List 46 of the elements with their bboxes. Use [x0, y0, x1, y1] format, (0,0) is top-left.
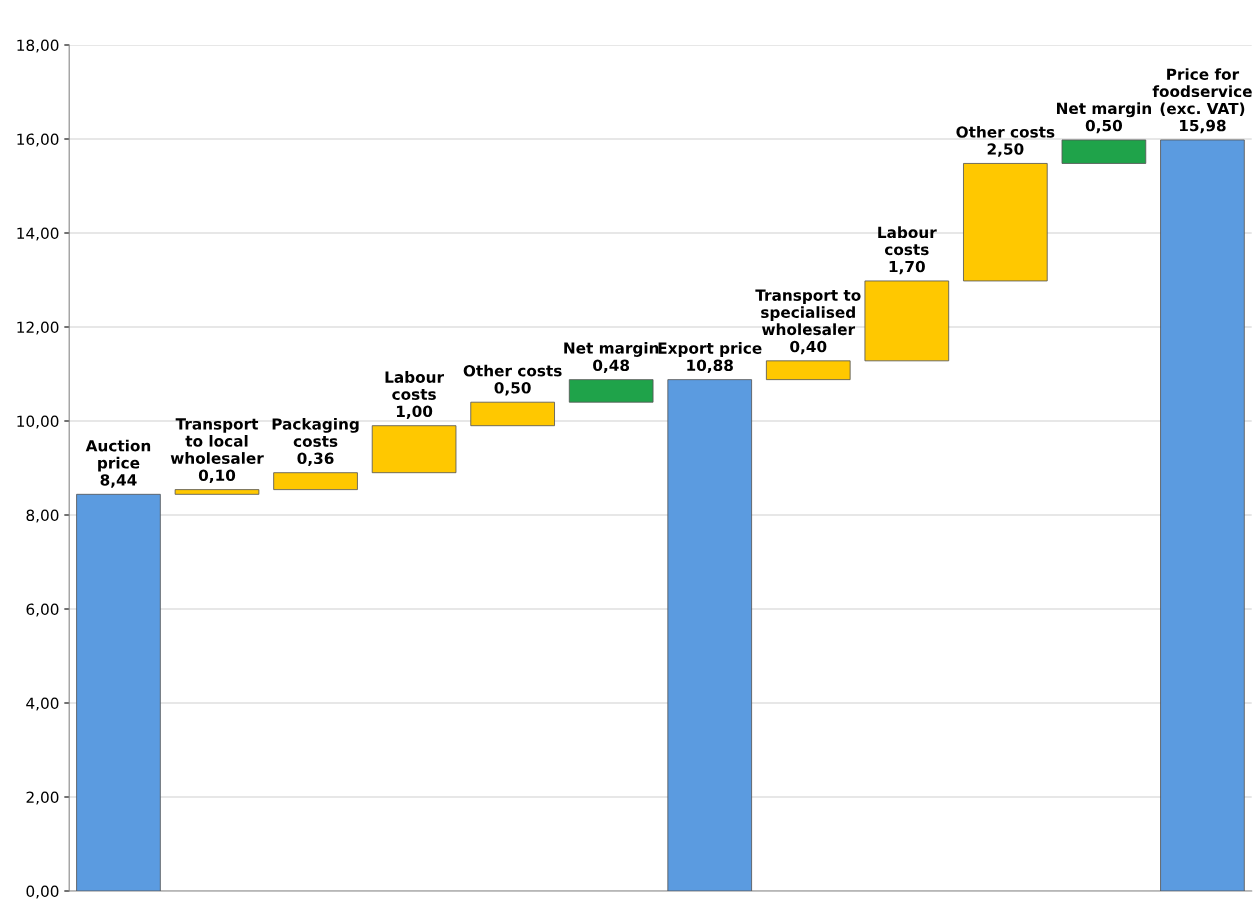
x-tick-label: Transport to local wholesaler [170, 418, 264, 464]
y-tick-label: 10,00 [17, 415, 59, 429]
x-tick-label: Other costs [463, 364, 562, 377]
x-tick-label: Packaging costs [272, 417, 359, 447]
y-tick-label: 18,00 [17, 39, 59, 53]
y-tick-label: 6,00 [26, 603, 59, 617]
data-label: 0,50 [1085, 119, 1123, 134]
bar [864, 280, 950, 362]
y-tick-label: 0,00 [26, 885, 59, 899]
x-tick-label: Transport to specialised wholesaler [755, 289, 861, 336]
data-label: 1,70 [889, 260, 925, 275]
y-tick-label: 14,00 [17, 227, 59, 241]
data-label: 0,48 [593, 359, 630, 373]
y-tick-label: 12,00 [17, 321, 59, 335]
data-label: 0,40 [790, 340, 827, 355]
bar [568, 379, 654, 403]
x-tick-label: Net margin [564, 341, 659, 357]
x-tick-label: Net margin [1057, 102, 1151, 118]
bar [963, 163, 1048, 282]
data-label: 8,44 [100, 474, 137, 488]
bar [76, 493, 161, 891]
y-tick-label: 4,00 [26, 697, 59, 711]
x-tick-label: Price for foodservice (exc. VAT) [1152, 68, 1252, 117]
data-label: 1,00 [396, 405, 433, 420]
data-label: 10,88 [687, 359, 733, 373]
x-tick-label: Labour costs [385, 371, 444, 400]
bar [470, 401, 555, 427]
bar [1061, 139, 1147, 164]
data-label: 15,98 [1180, 119, 1226, 134]
x-tick-label: Auction price [85, 439, 151, 472]
data-label: 0,50 [494, 382, 531, 396]
y-tick-label: 2,00 [26, 791, 59, 805]
y-tick-label: 8,00 [26, 509, 59, 523]
bar [273, 472, 358, 491]
y-tick-label: 16,00 [17, 133, 59, 147]
x-tick-label: Export price [658, 342, 762, 357]
bar [765, 360, 851, 381]
bar [1160, 139, 1245, 891]
data-label: 0,36 [297, 452, 334, 467]
bar [174, 489, 260, 495]
bar [667, 379, 753, 891]
data-label: 2,50 [987, 143, 1024, 157]
x-tick-label: Labour costs [878, 226, 937, 256]
bar [371, 425, 457, 474]
data-label: 0,10 [198, 469, 236, 483]
x-tick-label: Other costs [956, 125, 1055, 138]
